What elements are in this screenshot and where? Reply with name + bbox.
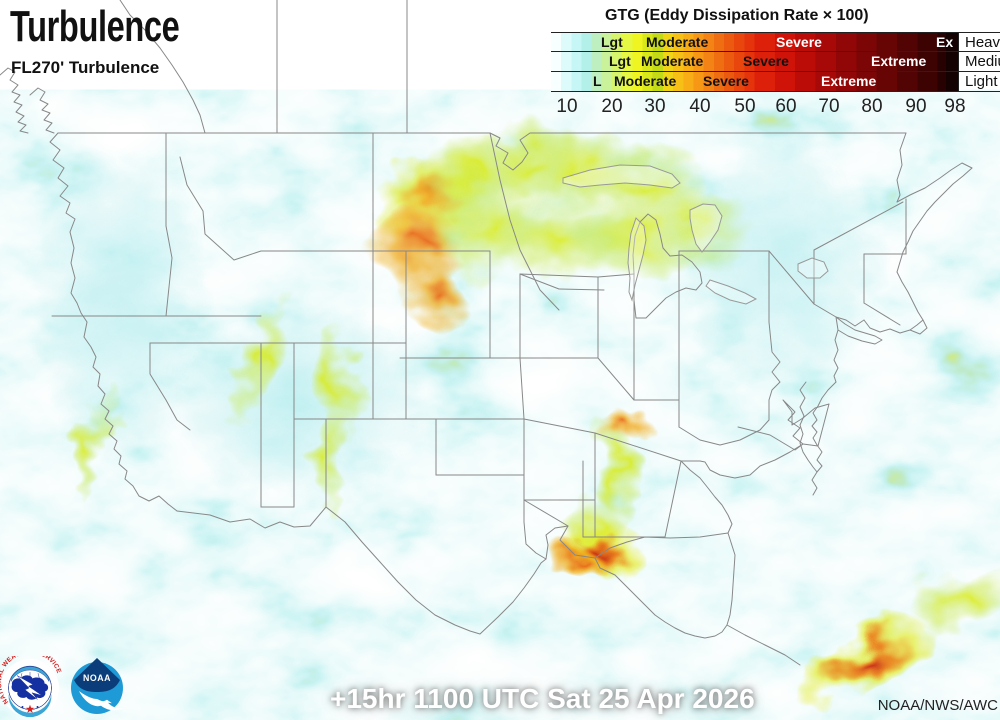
svg-text:NOAA: NOAA: [83, 673, 111, 683]
